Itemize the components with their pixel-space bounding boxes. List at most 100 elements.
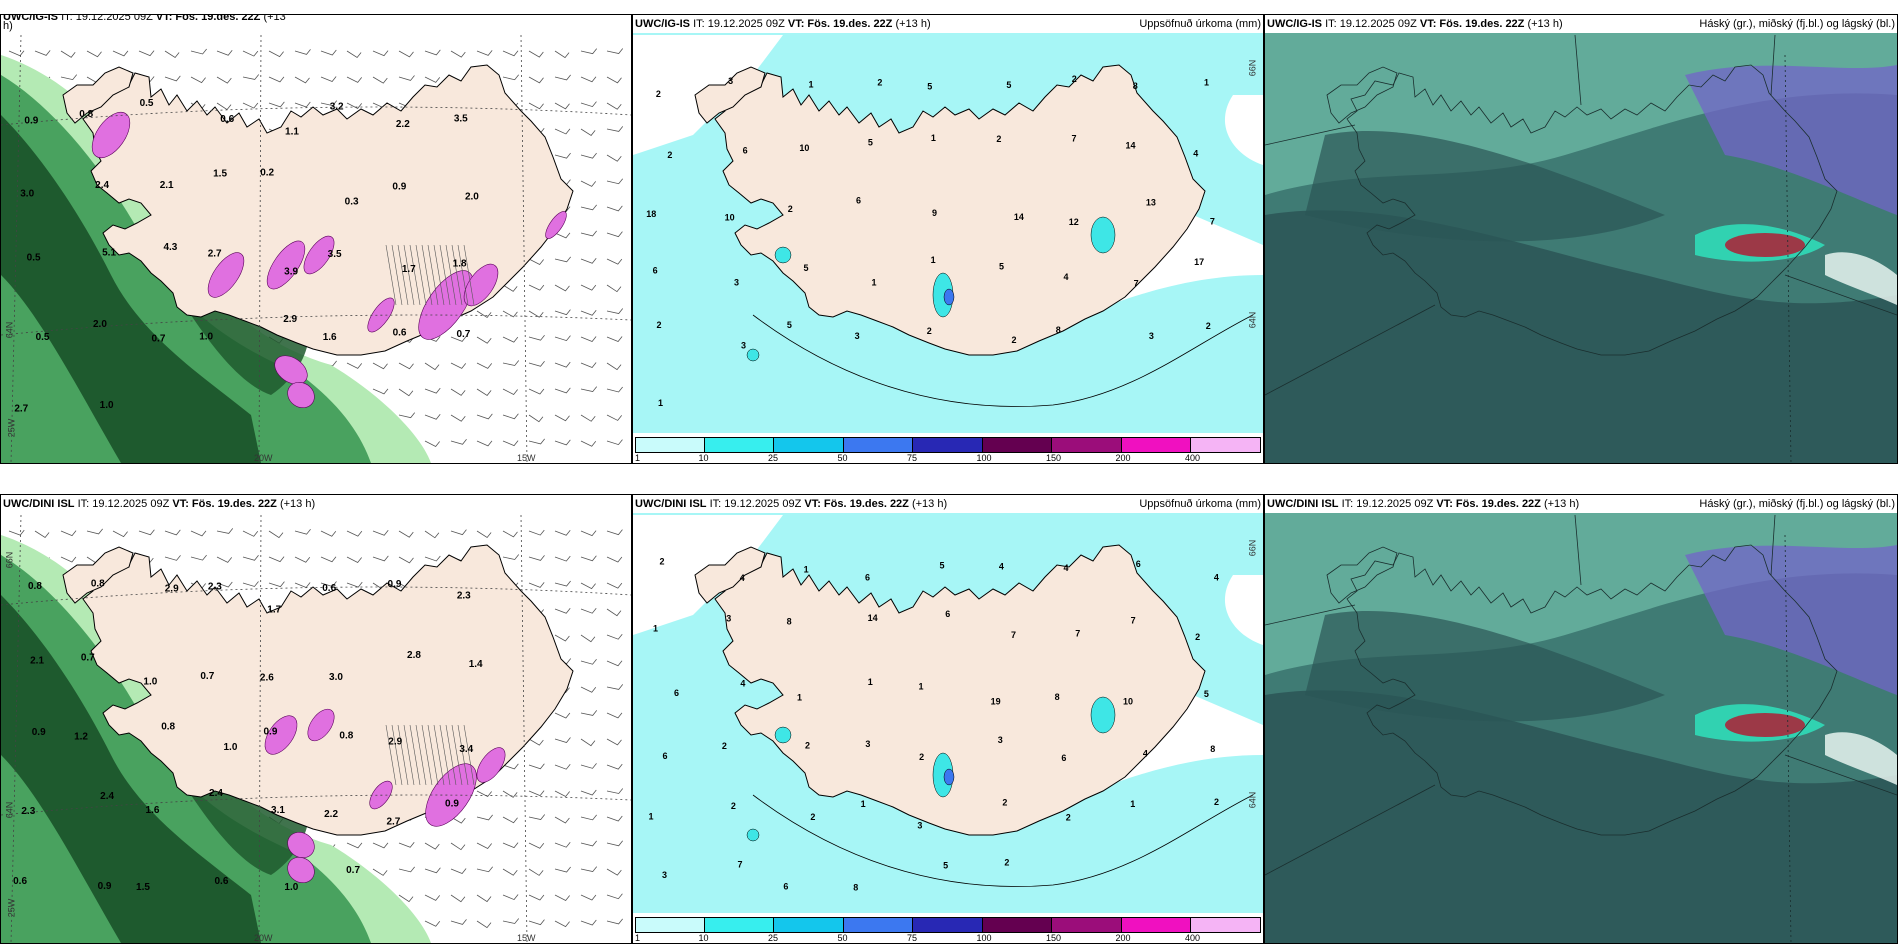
snowfall-value: 3.2 [330, 102, 344, 113]
field-description: Háský (gr.), miðský (fj.bl.) og lágský (… [1699, 498, 1895, 510]
model-name: UWC/IG-IS [635, 18, 690, 30]
precip-value: 7 [737, 859, 742, 869]
precip-value: 4 [1064, 272, 1069, 282]
snowfall-value: 0.9 [98, 881, 112, 892]
snowfall-value: 2.7 [208, 248, 222, 259]
precip-value: 3 [917, 820, 922, 830]
snowfall-values: 0.8 0.8 2.9 2.3 1.7 0.6 0.9 2.3 2.1 0.7 1.0 0.7 2.6 3… [13, 578, 483, 893]
snowfall-value: 3.5 [454, 113, 468, 124]
snowfall-value: 1.0 [199, 332, 213, 343]
snowfall-value: 1.4 [469, 659, 483, 670]
precip-value: 12 [1069, 217, 1079, 227]
snowfall-value: 3.0 [20, 188, 34, 199]
graticule [1, 34, 631, 463]
lead-time: (+13 h) [895, 18, 931, 30]
snowfall-value: 2.8 [407, 650, 421, 661]
precip-value: 3 [734, 278, 739, 288]
snowfall-value: 1.0 [284, 882, 298, 893]
snowfall-value: 1.0 [100, 400, 114, 411]
precip-value: 8 [1055, 692, 1060, 702]
precip-value: 2 [1206, 321, 1211, 331]
snowfall-value: 5.1 [102, 247, 116, 258]
colorbar-tick: 400 [1185, 933, 1201, 943]
lead-time: (+13 h) [1543, 498, 1580, 510]
precip-value: 6 [1061, 753, 1066, 763]
precip-value: 6 [743, 145, 748, 155]
precip-value: 3 [865, 739, 870, 749]
snowfall-value: 1.5 [213, 168, 227, 179]
valid-time: VT: Fös. 19.des. 22Z [1436, 498, 1541, 510]
precip-value: 6 [1136, 559, 1141, 569]
precip-value: 2 [657, 320, 662, 330]
snowfall-value: 1.8 [453, 259, 467, 270]
iceland-land [714, 544, 1206, 836]
model-name: UWC/IG-IS [3, 14, 58, 23]
snowfall-value: 2.0 [93, 319, 107, 330]
colorbar-segment [774, 437, 844, 453]
precip-value: 3 [1149, 331, 1154, 341]
precip-value: 2 [810, 812, 815, 822]
colorbar-tick: 1 [635, 453, 641, 463]
colorbar-segment [913, 917, 983, 933]
precip-value: 1 [1204, 78, 1209, 88]
snowfall-map: 0.9 0.8 0.5 0.6 1.1 3.2 2.2 3.5 3.0 2.4 2.1 1.5 0.2 0… [1, 34, 631, 463]
precip-cells [746, 696, 1116, 842]
precip-value: 1 [1130, 799, 1135, 809]
precip-value: 2 [1195, 632, 1200, 642]
panel-header: UWC/DINI ISL IT: 19.12.2025 09Z VT: Fös.… [1267, 496, 1895, 512]
precip-value: 14 [868, 613, 878, 623]
latitude-label: 66N [1247, 539, 1258, 557]
precip-value: 4 [740, 678, 745, 688]
model-name: UWC/IG-IS [1267, 18, 1322, 30]
snowfall-value: 0.8 [28, 581, 42, 592]
precip-value: 1 [931, 133, 936, 143]
precip-value: 8 [1133, 81, 1138, 91]
colorbar-tick: 1 [635, 933, 641, 943]
precip-value: 14 [1014, 212, 1024, 222]
region-boundaries [1265, 514, 1897, 943]
precip-value: 7 [1072, 134, 1077, 144]
precip-value: 2 [1002, 797, 1007, 807]
heavy-snow-cells [264, 708, 506, 883]
longitude-label: 25W [6, 418, 17, 438]
precip-value: 5 [940, 560, 945, 570]
colorbar-segment [635, 437, 705, 453]
snowfall-value: 1.7 [402, 264, 416, 275]
precip-value: 7 [1210, 217, 1215, 227]
model-name: UWC/DINI ISL [1267, 498, 1339, 510]
precip-colorbar: 1 10 25 50 75 100 150 200 400 [635, 917, 1261, 943]
precip-value: 4 [1193, 148, 1198, 158]
precip-value: 1 [804, 564, 809, 574]
precip-value: 4 [1063, 563, 1068, 573]
colorbar-tick: 25 [768, 453, 779, 463]
panel-precip-dini: 2 4 1 6 5 4 4 6 4 1 3 8 14 6 7 7 7 2 6 4 1 1 1 19 8 10 5 6 2 2 3 2 3 6 4 8 1… [632, 494, 1264, 944]
snowfall-value: 0.7 [346, 865, 360, 876]
precip-colorbar: 1 10 25 50 75 100 150 200 400 [635, 437, 1261, 463]
precip-value: 2 [1004, 857, 1009, 867]
snowfall-value: 2.3 [457, 591, 471, 602]
precip-value: 2 [877, 77, 882, 87]
colorbar-segment [704, 437, 774, 453]
snowfall-value: 0.7 [456, 329, 470, 340]
precip-value: 6 [856, 196, 861, 206]
snowfall-value: 0.8 [91, 578, 105, 589]
precip-value: 2 [1011, 335, 1016, 345]
precip-value: 5 [1006, 80, 1011, 90]
snowfall-value: 0.2 [260, 168, 274, 179]
precip-value: 8 [853, 883, 858, 893]
colorbar-segment [1121, 917, 1191, 933]
precip-value: 7 [1075, 628, 1080, 638]
init-time: IT: 19.12.2025 09Z [709, 498, 802, 510]
colorbar-segment [704, 917, 774, 933]
snowfall-value: 1.6 [323, 332, 337, 343]
snowfall-value: 1.1 [285, 126, 299, 137]
precip-value: 2 [919, 752, 924, 762]
valid-time: VT: Fös. 19.des. 22Z [155, 14, 261, 23]
colorbar-segment [913, 437, 983, 453]
init-time: IT: 19.12.2025 09Z [1325, 18, 1417, 30]
colorbar-tick: 400 [1185, 453, 1201, 463]
snowfall-value: 3.0 [329, 672, 343, 683]
panel-clouds-dini: UWC/DINI ISL IT: 19.12.2025 09Z VT: Fös.… [1264, 494, 1898, 944]
precip-value: 3 [662, 870, 667, 880]
